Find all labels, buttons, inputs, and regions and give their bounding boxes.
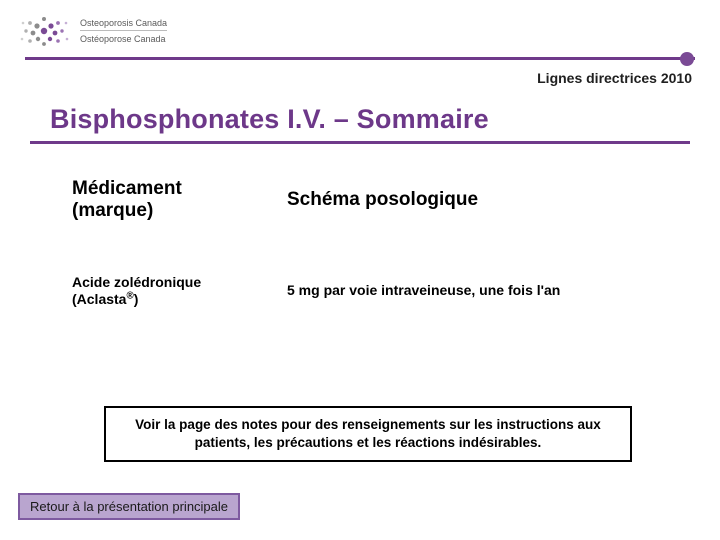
col-header-drug: Médicament (marque): [58, 166, 273, 250]
title-block: Bisphosphonates I.V. – Sommaire: [0, 90, 720, 139]
table-header-row: Médicament (marque) Schéma posologique: [58, 166, 658, 250]
brand-logo: Osteoporosis Canada Ostéoporose Canada: [18, 9, 167, 53]
header: Osteoporosis Canada Ostéoporose Canada: [0, 0, 720, 55]
header-rule-dot-icon: [680, 52, 694, 66]
drug-brand: (Aclasta®): [72, 291, 138, 307]
brand-name-en: Osteoporosis Canada: [80, 18, 167, 31]
col-header-schedule: Schéma posologique: [273, 166, 658, 250]
table-row: Acide zolédronique (Aclasta®) 5 mg par v…: [58, 250, 658, 341]
bisphosphonates-table: Médicament (marque) Schéma posologique A…: [58, 166, 658, 341]
drug-name: Acide zolédronique: [72, 274, 201, 290]
page-title: Bisphosphonates I.V. – Sommaire: [50, 104, 720, 135]
back-to-main-button[interactable]: Retour à la présentation principale: [18, 493, 240, 520]
title-rule: [30, 141, 690, 144]
brand-name-fr: Ostéoporose Canada: [80, 34, 167, 44]
footnote-box: Voir la page des notes pour des renseign…: [104, 406, 632, 462]
cell-schedule: 5 mg par voie intraveineuse, une fois l'…: [273, 250, 658, 341]
cell-drug: Acide zolédronique (Aclasta®): [58, 250, 273, 341]
guidelines-year: Lignes directrices 2010: [0, 60, 720, 90]
osteoporosis-logo-icon: [18, 9, 72, 53]
brand-text: Osteoporosis Canada Ostéoporose Canada: [80, 18, 167, 44]
